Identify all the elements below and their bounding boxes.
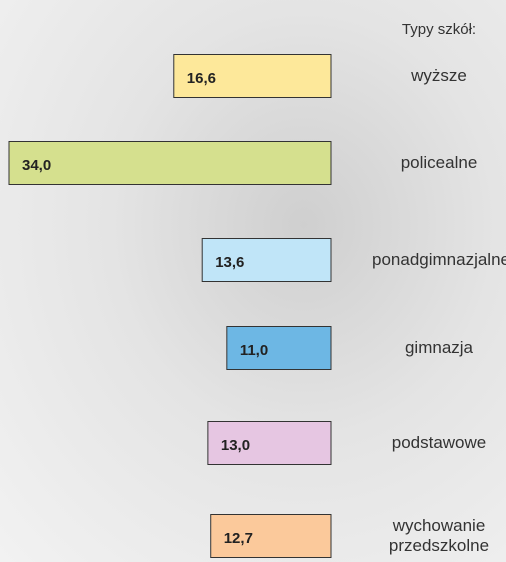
chart: 16,6 34,0 13,6 11,0 13,0 12,7 Typy szkół: wyż…	[0, 0, 506, 562]
value-label: 16,6	[187, 70, 216, 87]
category-label: wyższe	[372, 66, 506, 86]
bar	[9, 142, 331, 185]
value-label: 13,0	[221, 437, 250, 454]
category-label: gimnazja	[372, 338, 506, 358]
category-label: ponadgimnazjalne	[372, 250, 506, 270]
value-label: 12,7	[224, 530, 253, 547]
value-label: 13,6	[215, 254, 244, 271]
value-label: 11,0	[240, 342, 268, 359]
category-label: wychowanie przedszkolne	[372, 516, 506, 556]
value-label: 34,0	[22, 157, 51, 174]
category-label: podstawowe	[372, 433, 506, 453]
legend-title: Typy szkół:	[372, 20, 506, 40]
category-label: policealne	[372, 153, 506, 173]
